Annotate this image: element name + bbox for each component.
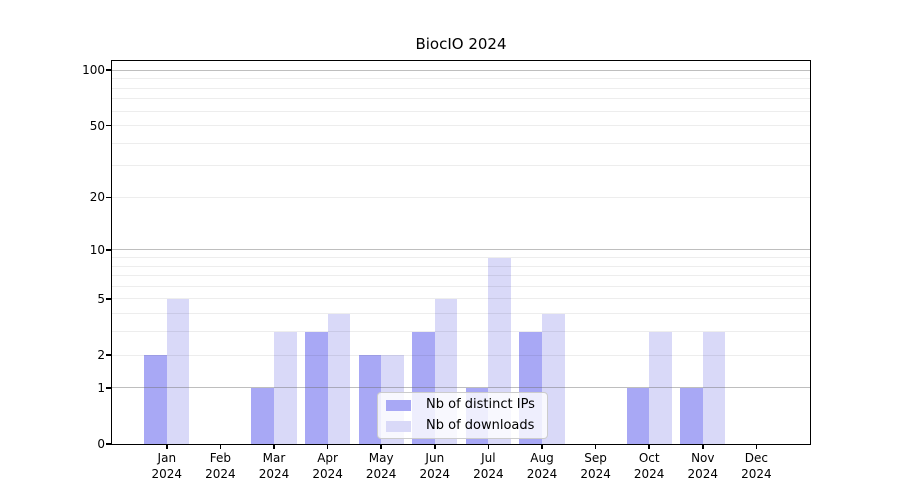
x-tick-label-jan: Jan 2024 <box>151 451 183 481</box>
x-tick-dec <box>755 444 758 449</box>
gridline-minor-70 <box>112 98 810 100</box>
y-tick-0 <box>106 443 112 445</box>
bar-distinct-ips-apr <box>305 331 328 444</box>
y-tick-label-2: 2 <box>97 348 105 363</box>
bar-downloads-jan <box>166 298 190 444</box>
bar-downloads-nov <box>702 331 726 444</box>
y-tick-10 <box>106 249 112 251</box>
gridline-minor-30 <box>112 165 810 167</box>
gridline-minor-3 <box>112 331 810 333</box>
y-tick-label-50: 50 <box>89 118 105 133</box>
bar-distinct-ips-may <box>358 355 382 444</box>
legend: Nb of distinct IPs Nb of downloads <box>377 392 548 439</box>
gridline-minor-2 <box>112 354 810 356</box>
gridline-minor-40 <box>112 142 810 144</box>
bar-distinct-ips-oct <box>626 387 650 444</box>
y-tick-label-1: 1 <box>97 380 105 395</box>
gridline-minor-7 <box>112 275 810 277</box>
y-tick-label-5: 5 <box>97 291 105 306</box>
x-tick-feb <box>219 444 222 449</box>
gridline-minor-90 <box>112 78 810 80</box>
gridline-minor-9 <box>112 257 810 258</box>
bar-downloads-mar <box>274 331 297 444</box>
plot-area <box>111 60 811 445</box>
x-tick-nov <box>702 444 704 449</box>
x-tick-label-dec: Dec 2024 <box>741 451 772 481</box>
gridline-minor-20 <box>112 196 810 198</box>
gridline-minor-6 <box>112 285 810 287</box>
x-tick-aug <box>541 444 543 449</box>
x-tick-label-oct: Oct 2024 <box>633 451 665 481</box>
y-tick-label-0: 0 <box>97 437 105 451</box>
x-tick-jun <box>434 444 436 449</box>
y-tick-100 <box>106 69 112 71</box>
gridline-minor-60 <box>112 110 810 112</box>
chart-title: BiocIO 2024 <box>415 35 507 53</box>
y-tick-5 <box>106 298 112 300</box>
gridline-minor-8 <box>112 265 810 267</box>
gridline-minor-80 <box>112 87 810 89</box>
y-tick-20 <box>106 196 112 199</box>
gridline-major-1 <box>112 387 810 389</box>
x-tick-sep <box>594 444 597 449</box>
x-tick-label-jul: Jul 2024 <box>473 451 504 481</box>
bar-distinct-ips-jan <box>144 355 167 444</box>
gridline-minor-50 <box>112 125 810 127</box>
x-tick-label-mar: Mar 2024 <box>258 451 290 481</box>
bar-distinct-ips-mar <box>251 387 274 444</box>
y-tick-label-20: 20 <box>89 190 105 205</box>
legend-entry-downloads: Nb of downloads <box>378 417 547 435</box>
x-tick-oct <box>648 444 650 449</box>
y-tick-50 <box>106 124 112 127</box>
x-tick-jul <box>487 444 490 449</box>
x-tick-label-may: May 2024 <box>365 451 397 481</box>
gridline-minor-4 <box>112 313 810 315</box>
legend-label-downloads: Nb of downloads <box>426 418 535 433</box>
bar-distinct-ips-nov <box>680 387 703 444</box>
gridline-major-100 <box>112 69 810 71</box>
y-tick-1 <box>106 387 112 389</box>
y-tick-label-10: 10 <box>89 242 105 257</box>
x-tick-mar <box>273 444 275 449</box>
gridline-minor-5 <box>112 298 810 300</box>
gridline-major-10 <box>112 249 810 251</box>
legend-swatch-downloads <box>386 420 411 432</box>
x-tick-label-nov: Nov 2024 <box>687 451 719 481</box>
x-tick-label-sep: Sep 2024 <box>580 451 611 481</box>
x-tick-label-feb: Feb 2024 <box>205 451 236 481</box>
x-tick-jan <box>166 444 168 449</box>
legend-swatch-distinct-ips <box>386 399 411 411</box>
y-tick-label-100: 100 <box>82 63 105 78</box>
x-tick-label-apr: Apr 2024 <box>312 451 343 481</box>
bar-downloads-oct <box>649 331 672 444</box>
x-tick-label-aug: Aug 2024 <box>526 451 558 481</box>
x-tick-may <box>380 444 382 449</box>
x-tick-apr <box>326 444 329 449</box>
legend-label-distinct-ips: Nb of distinct IPs <box>426 397 535 412</box>
legend-entry-distinct-ips: Nb of distinct IPs <box>378 396 547 414</box>
y-tick-2 <box>106 354 112 356</box>
bar-downloads-apr <box>327 313 351 444</box>
x-tick-label-jun: Jun 2024 <box>419 451 451 481</box>
